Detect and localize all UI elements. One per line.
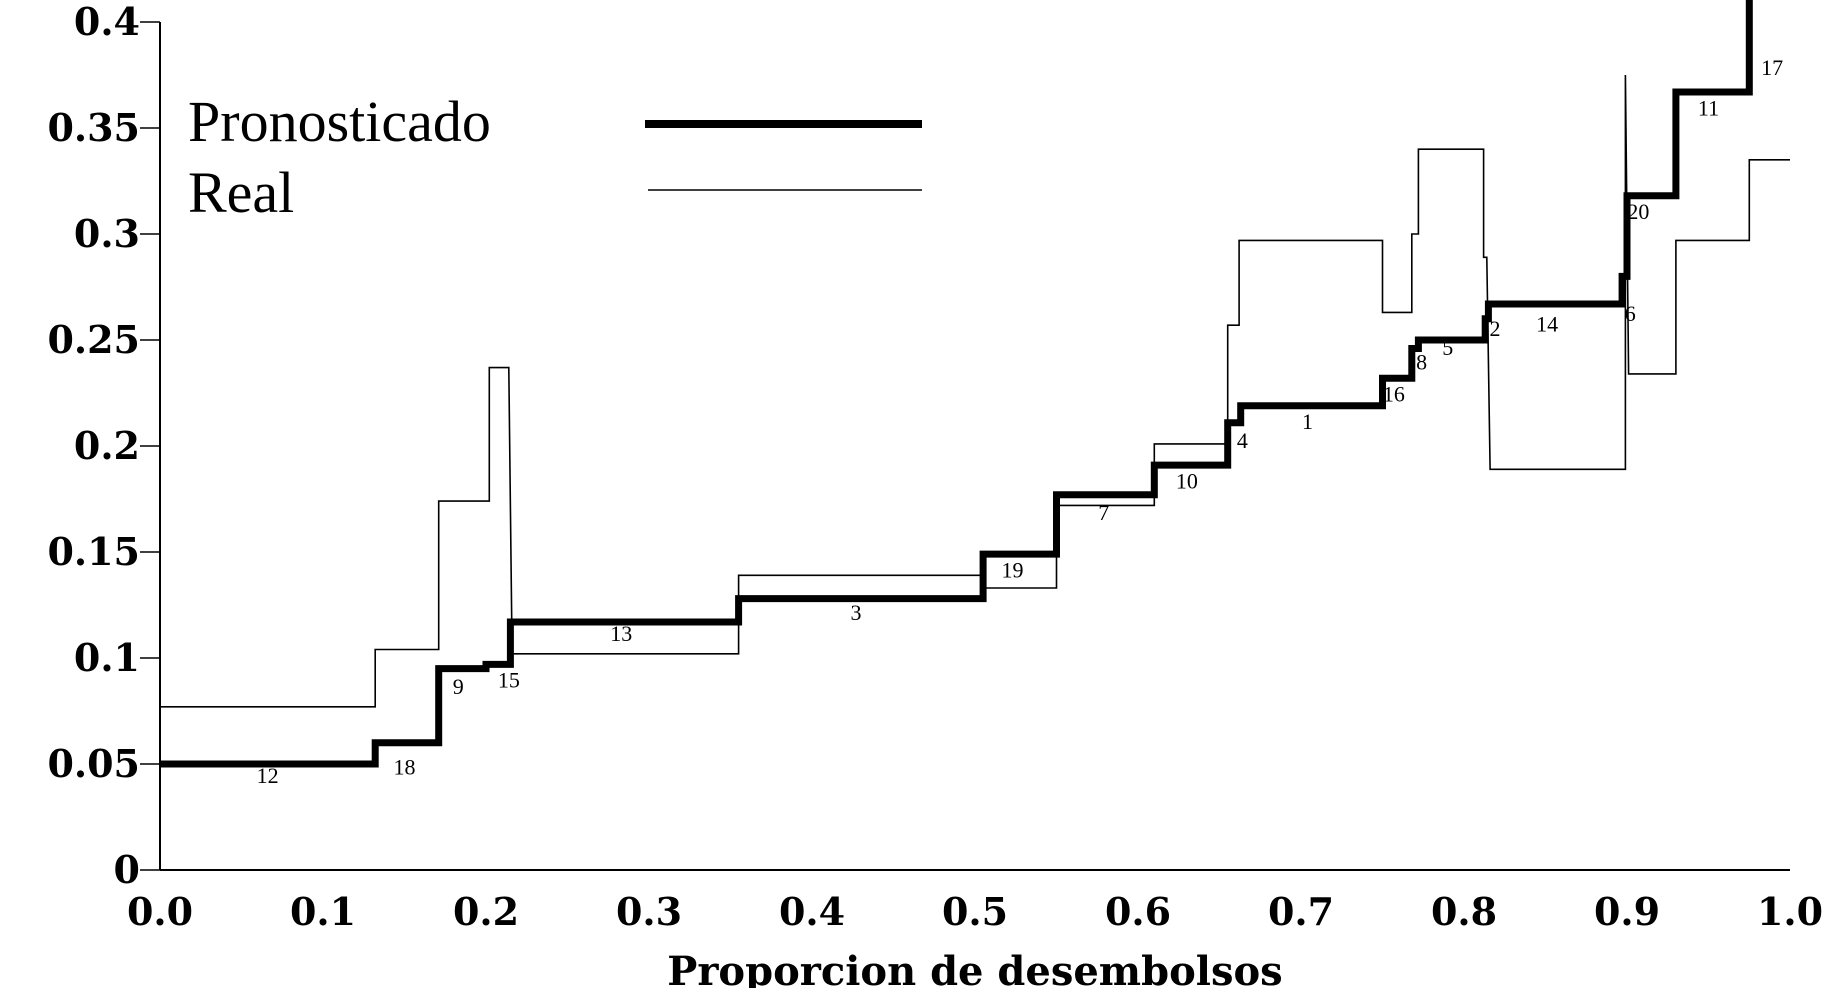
segment-label: 14	[1536, 312, 1558, 337]
segment-label: 17	[1761, 55, 1783, 80]
segment-label: 20	[1627, 199, 1649, 224]
y-axis-ticks: 0 0.05 0.1 0.15 0.2 0.25 0.3 0.35 0.4	[47, 0, 160, 892]
segment-label: 19	[1001, 557, 1023, 582]
segment-label: 1	[1302, 409, 1313, 434]
y-tick-label: 0.1	[74, 635, 140, 680]
y-tick-label: 0.15	[47, 529, 140, 574]
segment-label: 7	[1098, 500, 1109, 525]
legend-label-pronosticado: Pronosticado	[188, 89, 491, 154]
x-tick-label: 0.8	[1431, 889, 1497, 934]
segment-label: 13	[610, 621, 632, 646]
segment-label: 8	[1416, 350, 1427, 375]
segment-label: 10	[1176, 468, 1198, 493]
segment-label: 6	[1625, 301, 1636, 326]
x-tick-label: 0.1	[290, 889, 356, 934]
y-tick-label: 0	[114, 847, 140, 892]
x-tick-label: 0.3	[616, 889, 682, 934]
y-tick-label: 0.2	[74, 423, 140, 468]
legend-label-real: Real	[188, 160, 294, 225]
y-tick-label: 0.35	[47, 105, 140, 150]
legend: Pronosticado Real	[188, 89, 922, 225]
x-tick-label: 0.9	[1594, 889, 1660, 934]
segment-label: 2	[1489, 316, 1500, 341]
y-tick-label: 0.05	[47, 741, 140, 786]
segment-label: 9	[453, 674, 464, 699]
x-tick-label: 1.0	[1757, 889, 1823, 934]
x-tick-label: 0.6	[1105, 889, 1171, 934]
segment-label: 12	[257, 763, 279, 788]
x-axis-ticks: 0.0 0.1 0.2 0.3 0.4 0.5 0.6 0.7 0.8 0.9 1.0	[127, 889, 1823, 934]
y-tick-label: 0.3	[74, 211, 140, 256]
segment-label: 4	[1237, 428, 1248, 453]
x-tick-label: 0.2	[453, 889, 519, 934]
segment-label: 15	[498, 668, 520, 693]
y-tick-label: 0.4	[74, 0, 140, 44]
y-tick-label: 0.25	[47, 317, 140, 362]
segment-label: 3	[851, 600, 862, 625]
segment-label: 16	[1383, 381, 1405, 406]
x-tick-label: 0.4	[779, 889, 845, 934]
series-line-pronosticado	[160, 0, 1753, 768]
segment-label: 11	[1698, 95, 1719, 120]
x-tick-label: 0.0	[127, 889, 193, 934]
x-tick-label: 0.5	[942, 889, 1008, 934]
segment-label: 5	[1442, 335, 1453, 360]
segment-label: 18	[394, 755, 416, 780]
series-line-real	[160, 74, 1790, 708]
x-axis-title: Proporcion de desembolsos	[667, 948, 1282, 988]
segment-labels: 12 18 9 15 13 3 19 7 10 4 1 16 85 2 14 6 20 11 17	[257, 55, 1783, 788]
x-tick-label: 0.7	[1268, 889, 1334, 934]
series-layer	[160, 0, 1790, 768]
